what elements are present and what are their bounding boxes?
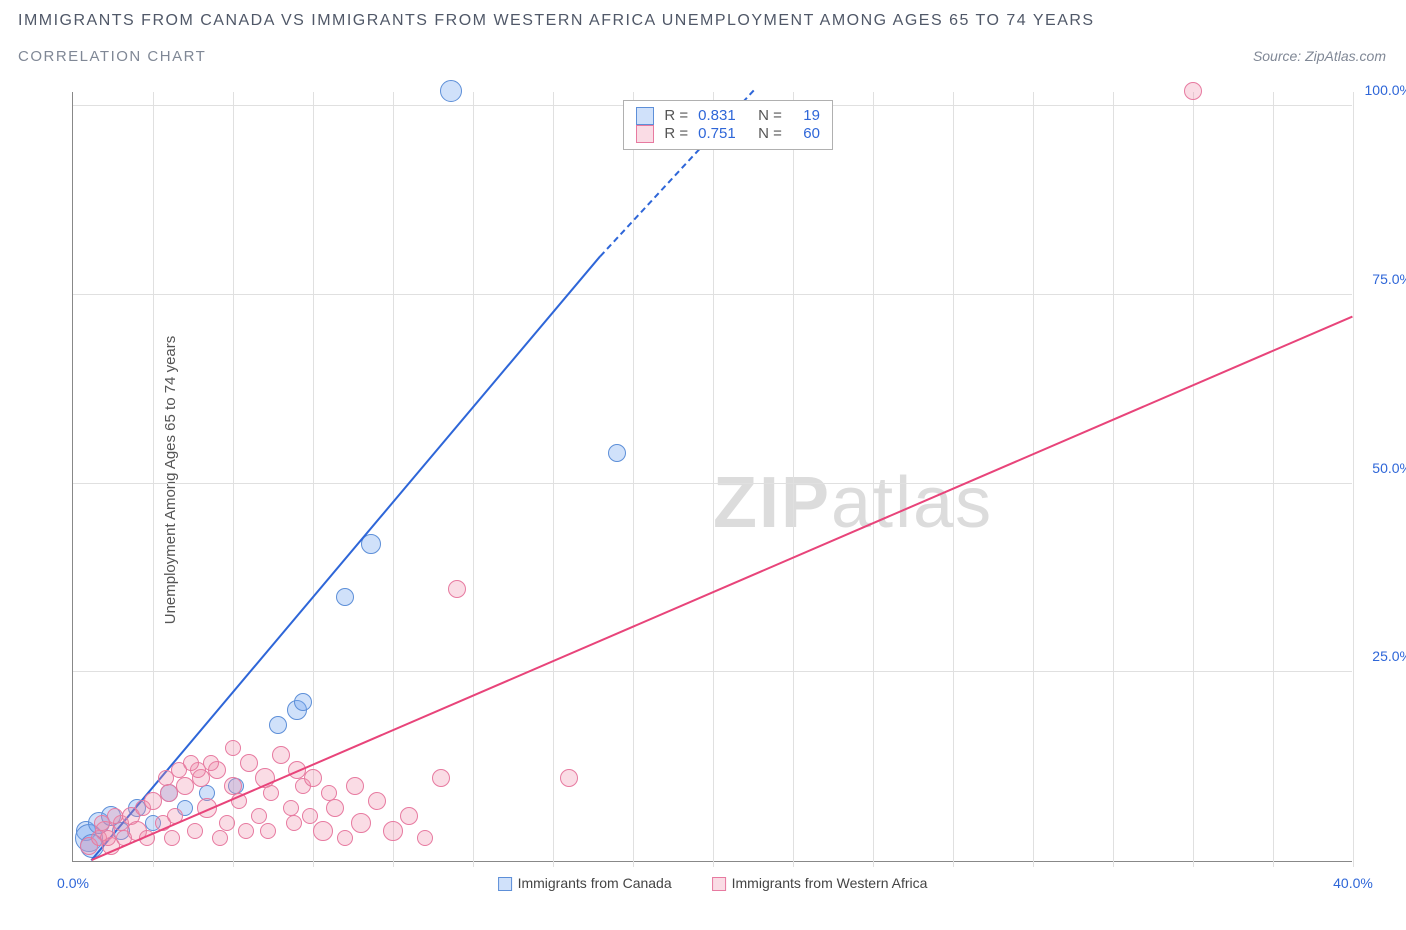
series-legend: Immigrants from Canada Immigrants from We… (498, 875, 928, 891)
legend-item: Immigrants from Western Africa (712, 875, 928, 891)
scatter-point (346, 777, 364, 795)
gridline-vertical (393, 92, 394, 867)
scatter-point (286, 815, 302, 831)
gridline-vertical (473, 92, 474, 867)
scatter-point (400, 807, 418, 825)
gridline-vertical (1193, 92, 1194, 867)
scatter-point (212, 830, 228, 846)
y-tick-label: 75.0% (1372, 271, 1406, 287)
legend-label: Immigrants from Western Africa (732, 875, 928, 891)
gridline-vertical (633, 92, 634, 867)
y-tick-label: 25.0% (1372, 648, 1406, 664)
trend-line (91, 316, 1353, 861)
scatter-point (272, 746, 290, 764)
gridline-vertical (153, 92, 154, 867)
scatter-point (269, 716, 287, 734)
legend-swatch-icon (636, 107, 654, 125)
correlation-row: R = 0.831 N = 19 (636, 107, 820, 125)
gridline-vertical (553, 92, 554, 867)
scatter-point (263, 785, 279, 801)
n-value: 19 (792, 107, 820, 124)
y-tick-label: 50.0% (1372, 460, 1406, 476)
scatter-point (260, 823, 276, 839)
gridline-horizontal (73, 671, 1352, 672)
scatter-point (417, 830, 433, 846)
n-label: N = (758, 125, 782, 142)
x-tick-label: 40.0% (1333, 875, 1373, 891)
scatter-point (1184, 82, 1202, 100)
gridline-vertical (953, 92, 954, 867)
scatter-point (302, 808, 318, 824)
scatter-point (238, 823, 254, 839)
r-label: R = (664, 107, 688, 124)
gridline-horizontal (73, 294, 1352, 295)
source-attribution: Source: ZipAtlas.com (1253, 48, 1386, 64)
legend-swatch-icon (498, 877, 512, 891)
scatter-point (336, 588, 354, 606)
scatter-point (368, 792, 386, 810)
y-tick-label: 100.0% (1365, 82, 1406, 98)
gridline-horizontal (73, 483, 1352, 484)
gridline-vertical (313, 92, 314, 867)
scatter-point (326, 799, 344, 817)
r-label: R = (664, 125, 688, 142)
chart-subtitle: CORRELATION CHART (18, 48, 206, 65)
scatter-point (432, 769, 450, 787)
scatter-point (304, 769, 322, 787)
scatter-point (203, 755, 219, 771)
scatter-point (164, 830, 180, 846)
scatter-point (283, 800, 299, 816)
watermark-zip: ZIP (713, 463, 831, 543)
scatter-point (225, 740, 241, 756)
scatter-point (351, 813, 371, 833)
scatter-point (183, 755, 199, 771)
scatter-point (383, 821, 403, 841)
gridline-vertical (1033, 92, 1034, 867)
scatter-point (337, 830, 353, 846)
correlation-row: R = 0.751 N = 60 (636, 125, 820, 143)
legend-label: Immigrants from Canada (518, 875, 672, 891)
scatter-point (440, 80, 462, 102)
chart-title: IMMIGRANTS FROM CANADA VS IMMIGRANTS FRO… (18, 12, 1095, 30)
scatter-point (251, 808, 267, 824)
scatter-point (187, 823, 203, 839)
scatter-point (219, 815, 235, 831)
r-value: 0.751 (698, 125, 748, 142)
gridline-vertical (1353, 92, 1354, 867)
scatter-point (240, 754, 258, 772)
x-tick-label: 0.0% (57, 875, 89, 891)
correlation-legend: R = 0.831 N = 19 R = 0.751 N = 60 (623, 100, 833, 150)
chart-area: Unemployment Among Ages 65 to 74 years Z… (62, 80, 1382, 880)
gridline-vertical (1273, 92, 1274, 867)
scatter-point (100, 830, 116, 846)
legend-item: Immigrants from Canada (498, 875, 672, 891)
gridline-vertical (1113, 92, 1114, 867)
source-name: ZipAtlas.com (1305, 48, 1386, 64)
legend-swatch-icon (636, 125, 654, 143)
legend-swatch-icon (712, 877, 726, 891)
scatter-point (294, 693, 312, 711)
scatter-point (608, 444, 626, 462)
gridline-vertical (873, 92, 874, 867)
gridline-vertical (793, 92, 794, 867)
plot-region: ZIPatlas 25.0%50.0%75.0%100.0%0.0%40.0%R… (72, 92, 1352, 862)
scatter-point (313, 821, 333, 841)
scatter-point (107, 808, 123, 824)
scatter-point (448, 580, 466, 598)
r-value: 0.831 (698, 107, 748, 124)
n-label: N = (758, 107, 782, 124)
gridline-vertical (713, 92, 714, 867)
n-value: 60 (792, 125, 820, 142)
scatter-point (560, 769, 578, 787)
source-label: Source: (1253, 48, 1301, 64)
